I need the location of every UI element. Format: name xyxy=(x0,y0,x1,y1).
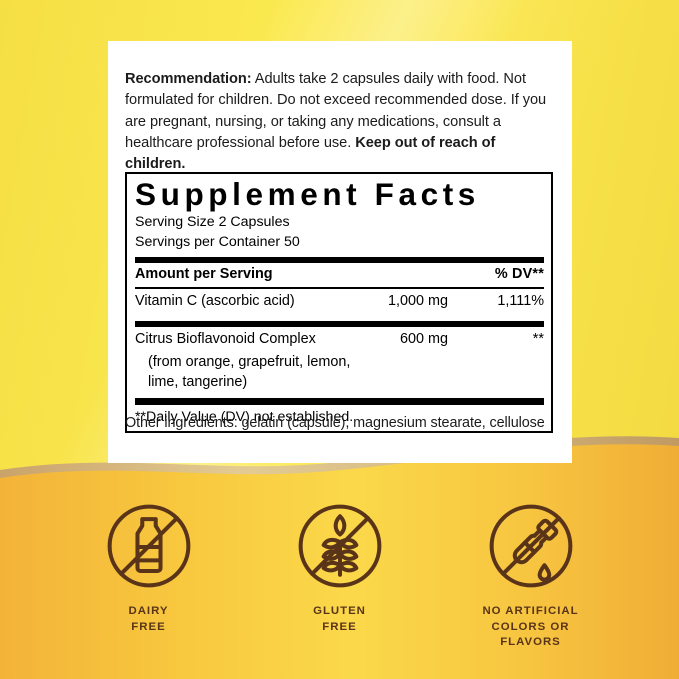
no-dairy-icon xyxy=(107,504,190,588)
recommendation-bold-tail: Keep out of reach of children. xyxy=(125,134,496,173)
badge-dairy-free: DAIRY FREE xyxy=(76,498,221,651)
badge-gluten-free: GLUTEN FREE xyxy=(267,498,412,651)
certification-badges: DAIRY FREE GLUTEN FREE xyxy=(0,498,679,651)
servings-per-container: Servings per Container 50 xyxy=(135,234,300,251)
nutrient-row: Citrus Bioflavonoid Complex 600 mg ** xyxy=(135,327,544,353)
badge-label: GLUTEN FREE xyxy=(313,605,366,633)
nutrient-dv: ** xyxy=(532,331,544,348)
nutrient-name: Citrus Bioflavonoid Complex xyxy=(135,331,316,348)
nutrient-amount: 1,000 mg xyxy=(387,293,448,310)
other-ingredients: Other ingredients: gelatin (capsule), ma… xyxy=(125,415,545,431)
nutrient-dv: 1,111% xyxy=(497,293,544,310)
badge-label: DAIRY FREE xyxy=(128,605,169,633)
no-gluten-icon xyxy=(298,504,381,588)
rule-above-amount-header xyxy=(135,257,544,264)
no-artificial-colors-icon xyxy=(489,504,572,588)
badge-label: NO ARTIFICIAL COLORS OR FLAVORS xyxy=(482,605,579,648)
recommendation-text: Recommendation: Adults take 2 capsules d… xyxy=(125,69,553,175)
amount-per-serving-label: Amount per Serving xyxy=(135,266,273,283)
nutrient-row: Vitamin C (ascorbic acid) 1,000 mg 1,111… xyxy=(135,289,544,315)
label-card: Recommendation: Adults take 2 capsules d… xyxy=(108,41,572,463)
nutrient-source-line: (from orange, grapefruit, lemon, xyxy=(148,354,351,371)
supplement-facts-panel: Supplement Facts Serving Size 2 Capsules… xyxy=(125,172,553,434)
rule-above-footnote xyxy=(135,398,544,406)
nutrient-source-line: lime, tangerine) xyxy=(148,373,248,390)
badge-no-artificial-colors: NO ARTIFICIAL COLORS OR FLAVORS xyxy=(458,498,603,651)
recommendation-label: Recommendation: xyxy=(125,71,252,87)
rule-between-nutrients xyxy=(135,321,544,328)
nutrient-amount: 600 mg xyxy=(400,331,448,348)
recommendation-body: Adults take 2 capsules daily with food. … xyxy=(125,71,547,151)
nutrient-name: Vitamin C (ascorbic acid) xyxy=(135,293,295,310)
serving-size: Serving Size 2 Capsules xyxy=(135,214,290,231)
amount-per-serving-header: Amount per Serving % DV** xyxy=(135,263,544,287)
rule-under-amount-header xyxy=(135,287,544,290)
percent-dv-label: % DV** xyxy=(494,266,544,283)
supplement-facts-title: Supplement Facts xyxy=(135,176,480,212)
nutrient-row-group: Citrus Bioflavonoid Complex 600 mg ** (f… xyxy=(135,327,544,396)
daily-value-footnote: **Daily Value (DV) not established. xyxy=(135,409,354,426)
